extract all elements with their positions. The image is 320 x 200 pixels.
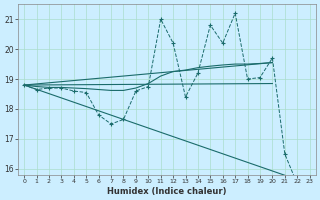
X-axis label: Humidex (Indice chaleur): Humidex (Indice chaleur) xyxy=(107,187,227,196)
